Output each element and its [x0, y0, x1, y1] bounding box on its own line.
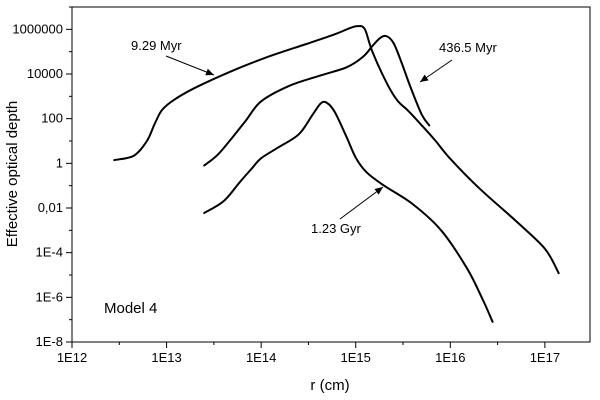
y-tick-label: 1E-8	[36, 334, 63, 349]
series-line-9-29-myr	[113, 25, 560, 275]
x-tick-label: 1E13	[151, 350, 181, 365]
annotation-model-4: Model 4	[104, 300, 157, 317]
x-tick-label: 1E17	[530, 350, 560, 365]
y-axis-ticks: 1E-8 1E-6 1E-4 0,01 1 100 10000 1000000	[12, 6, 72, 349]
plot-frame	[71, 6, 591, 343]
x-axis-title: r (cm)	[310, 377, 349, 394]
y-tick-label: 100	[41, 111, 63, 126]
y-tick-label: 0,01	[38, 200, 63, 215]
y-axis-title: Effective optical depth	[4, 101, 21, 247]
arrow-9-29-myr	[165, 55, 215, 76]
series-layer	[113, 25, 560, 323]
series-line-436-5-myr	[203, 34, 431, 167]
x-axis-ticks: 1E12 1E13 1E14 1E15 1E16 1E17	[57, 342, 560, 365]
x-tick-label: 1E15	[341, 350, 371, 365]
arrow-1-23-gyr	[339, 186, 384, 220]
annotation-1-23-gyr: 1.23 Gyr	[311, 221, 362, 236]
annotation-436-5-myr: 436.5 Myr	[439, 40, 497, 55]
y-tick-label: 1000000	[12, 21, 63, 36]
x-tick-label: 1E16	[435, 350, 465, 365]
annotation-9-29-myr: 9.29 Myr	[131, 38, 182, 53]
x-tick-label: 1E14	[246, 350, 276, 365]
y-tick-label: 1E-6	[36, 289, 63, 304]
series-line-1-23-gyr	[203, 100, 494, 323]
y-tick-label: 1E-4	[36, 245, 63, 260]
annotation-layer: 9.29 Myr 436.5 Myr 1.23 Gyr Model 4	[104, 38, 497, 317]
y-tick-label: 1	[56, 155, 63, 170]
y-tick-label: 10000	[27, 66, 63, 81]
arrow-436-5-myr	[419, 59, 453, 83]
x-tick-label: 1E12	[57, 350, 87, 365]
